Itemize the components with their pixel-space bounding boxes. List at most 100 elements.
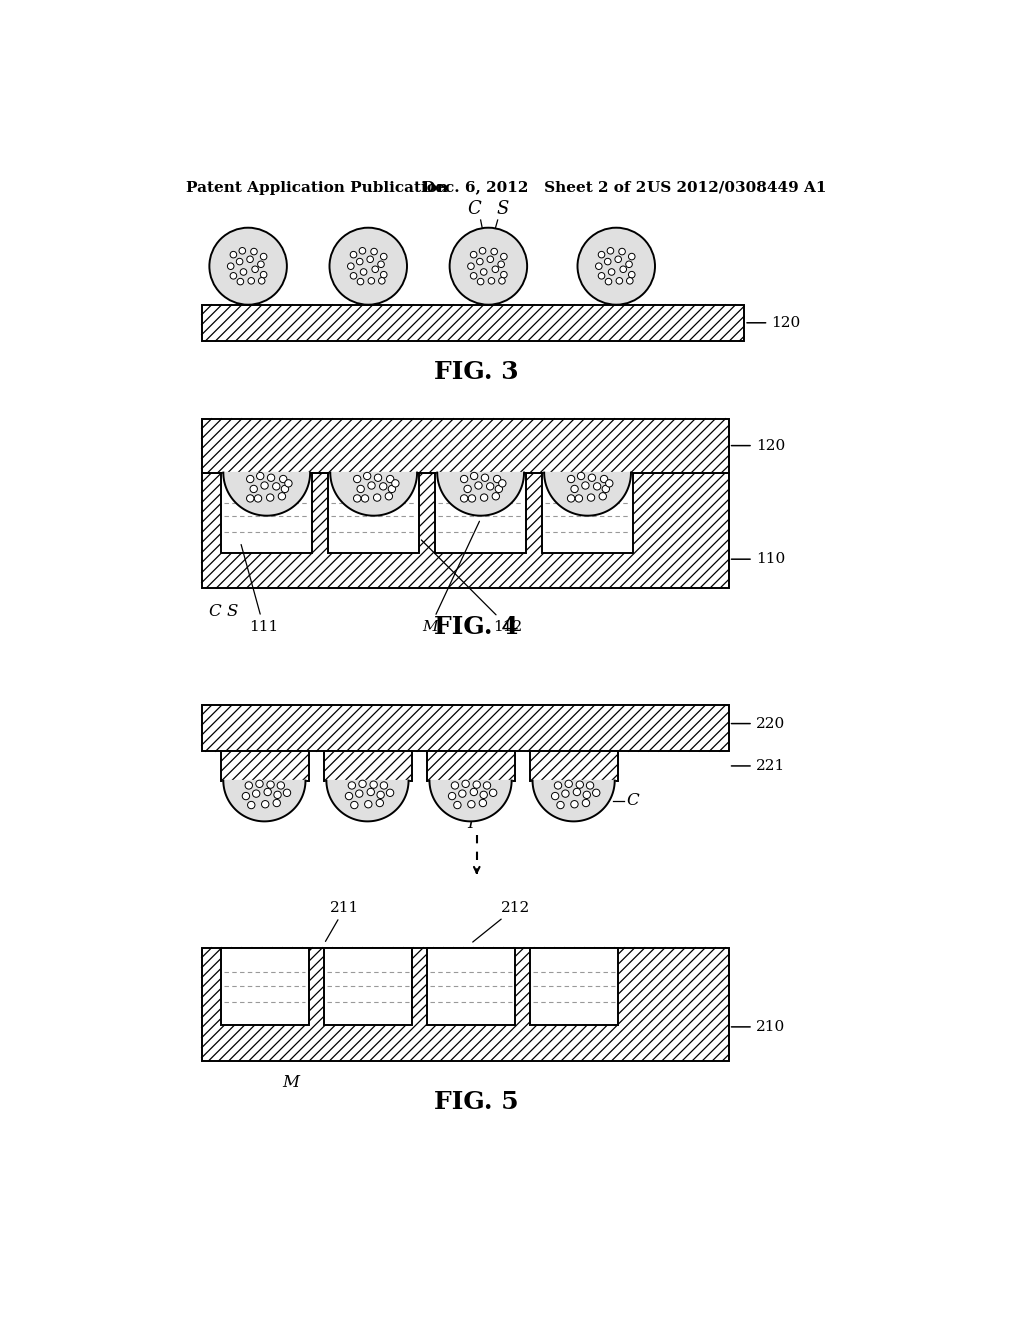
Bar	[221, 751, 308, 780]
Text: S: S	[227, 603, 239, 619]
Circle shape	[452, 781, 459, 789]
Bar	[324, 751, 412, 780]
Circle shape	[359, 248, 366, 253]
Circle shape	[450, 227, 527, 305]
Text: Patent Application Publication: Patent Application Publication	[186, 181, 449, 194]
Circle shape	[493, 267, 499, 272]
Circle shape	[464, 486, 471, 492]
Circle shape	[267, 474, 274, 482]
Circle shape	[388, 486, 395, 492]
Circle shape	[347, 263, 354, 269]
Circle shape	[386, 475, 394, 483]
Circle shape	[380, 781, 388, 789]
Circle shape	[480, 494, 487, 502]
Text: US 2012/0308449 A1: US 2012/0308449 A1	[647, 181, 826, 194]
Circle shape	[476, 259, 483, 265]
Circle shape	[260, 253, 267, 260]
Circle shape	[392, 479, 399, 487]
Circle shape	[377, 791, 384, 799]
Circle shape	[250, 486, 257, 492]
Circle shape	[470, 788, 477, 796]
Circle shape	[248, 801, 255, 809]
Circle shape	[575, 495, 583, 502]
Circle shape	[253, 789, 260, 797]
Bar	[202, 305, 744, 341]
Text: C: C	[627, 792, 639, 809]
Text: 211: 211	[326, 900, 359, 941]
Circle shape	[257, 473, 264, 479]
Polygon shape	[327, 780, 409, 821]
Circle shape	[596, 263, 602, 269]
Circle shape	[365, 800, 372, 808]
Circle shape	[367, 256, 374, 263]
Bar	[427, 751, 515, 780]
Circle shape	[258, 261, 264, 268]
Circle shape	[358, 780, 367, 788]
Circle shape	[357, 486, 365, 492]
Circle shape	[285, 479, 292, 487]
Circle shape	[594, 483, 601, 490]
Text: 221: 221	[731, 759, 785, 774]
Circle shape	[243, 792, 250, 800]
Circle shape	[490, 248, 498, 255]
Circle shape	[570, 800, 579, 808]
Circle shape	[481, 474, 488, 482]
Circle shape	[604, 259, 611, 265]
Circle shape	[501, 272, 507, 279]
Circle shape	[348, 781, 355, 789]
Polygon shape	[437, 473, 524, 516]
Circle shape	[459, 789, 466, 797]
Circle shape	[230, 251, 237, 257]
Circle shape	[598, 251, 605, 257]
Circle shape	[599, 492, 606, 500]
Circle shape	[486, 483, 494, 490]
Circle shape	[587, 781, 594, 789]
Circle shape	[238, 279, 244, 285]
Circle shape	[583, 791, 591, 799]
Circle shape	[620, 267, 627, 272]
Circle shape	[608, 269, 614, 276]
Circle shape	[493, 492, 500, 500]
Circle shape	[273, 800, 281, 807]
Circle shape	[209, 227, 287, 305]
Circle shape	[381, 253, 387, 260]
Circle shape	[498, 261, 505, 268]
Polygon shape	[223, 780, 305, 821]
Bar	[202, 418, 729, 473]
Circle shape	[570, 486, 579, 492]
Bar	[435, 473, 526, 553]
Circle shape	[247, 475, 254, 483]
Circle shape	[605, 279, 611, 285]
Circle shape	[353, 475, 360, 483]
Circle shape	[489, 789, 497, 796]
Circle shape	[496, 486, 503, 492]
Circle shape	[499, 277, 505, 284]
Circle shape	[261, 800, 269, 808]
Circle shape	[371, 248, 378, 255]
Circle shape	[380, 483, 387, 490]
Bar	[530, 751, 617, 780]
Circle shape	[600, 475, 608, 483]
Circle shape	[475, 482, 482, 490]
Circle shape	[468, 800, 475, 808]
Text: S: S	[497, 201, 509, 218]
Circle shape	[385, 492, 392, 500]
Circle shape	[241, 269, 247, 276]
Text: M: M	[423, 521, 479, 634]
Circle shape	[487, 256, 494, 263]
Circle shape	[350, 272, 356, 279]
Circle shape	[573, 788, 581, 796]
Circle shape	[368, 482, 375, 490]
Circle shape	[480, 791, 487, 799]
Circle shape	[618, 248, 626, 255]
Circle shape	[629, 253, 635, 260]
Circle shape	[282, 486, 289, 492]
Polygon shape	[331, 473, 417, 516]
Circle shape	[598, 272, 605, 279]
Circle shape	[602, 486, 609, 492]
Circle shape	[370, 781, 377, 788]
Circle shape	[577, 781, 584, 788]
Bar	[328, 473, 420, 553]
Text: 210: 210	[731, 1020, 785, 1034]
Text: C: C	[468, 201, 481, 218]
